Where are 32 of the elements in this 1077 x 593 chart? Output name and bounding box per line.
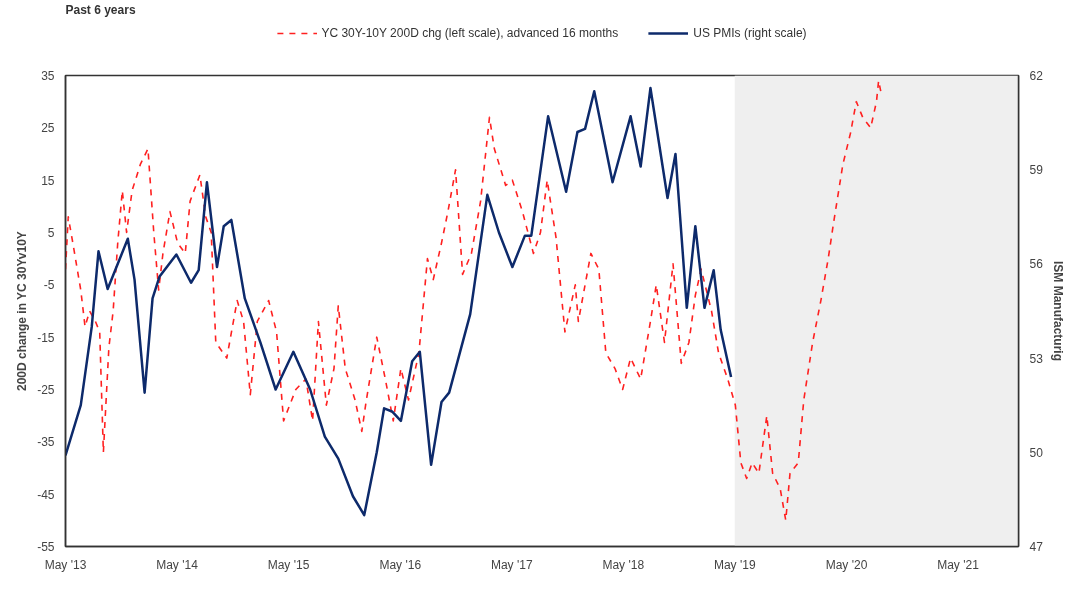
y-tick-label: 35	[41, 69, 55, 83]
y-axis-title: 200D change in YC 30Yv10Y	[15, 231, 30, 392]
x-tick-label: May '15	[267, 557, 310, 572]
x-tick-label: May '16	[379, 557, 422, 572]
y2-tick-label: 47	[1029, 540, 1044, 554]
y-tick-label: 25	[41, 121, 55, 136]
y2-tick-label: 56	[1029, 257, 1044, 272]
y-tick-label: -45	[37, 487, 55, 502]
y-tick-label: -5	[43, 278, 55, 293]
y2-tick-label: 53	[1029, 351, 1044, 366]
x-tick-label: May '18	[602, 557, 645, 572]
y2-tick-label: 59	[1029, 163, 1044, 178]
line-series	[65, 86, 733, 517]
legend-label: YC 30Y-10Y 200D chg (left scale), advanced 16 months	[321, 26, 619, 40]
legend-label: US PMIs (right scale)	[693, 26, 807, 40]
line-series	[65, 79, 882, 522]
y2-axis-title: ISM Manufacturig	[1050, 261, 1065, 362]
y-tick-label: -35	[37, 435, 55, 450]
y2-tick-label: 62	[1029, 69, 1044, 83]
chart-title: Past 6 years	[65, 2, 136, 17]
x-tick-label: May '17	[490, 557, 533, 572]
x-tick-label: May '19	[713, 557, 756, 572]
x-tick-label: May '20	[825, 557, 868, 572]
y2-tick-label: 50	[1029, 445, 1044, 460]
x-tick-label: May '13	[44, 557, 87, 572]
x-tick-label: May '21	[937, 557, 980, 572]
y-tick-label: 15	[41, 173, 55, 188]
y-tick-label: -25	[37, 383, 55, 397]
x-tick-label: May '14	[156, 557, 199, 572]
y-tick-label: 5	[47, 226, 55, 240]
y-tick-label: -55	[37, 540, 55, 554]
y-tick-label: -15	[37, 330, 55, 345]
